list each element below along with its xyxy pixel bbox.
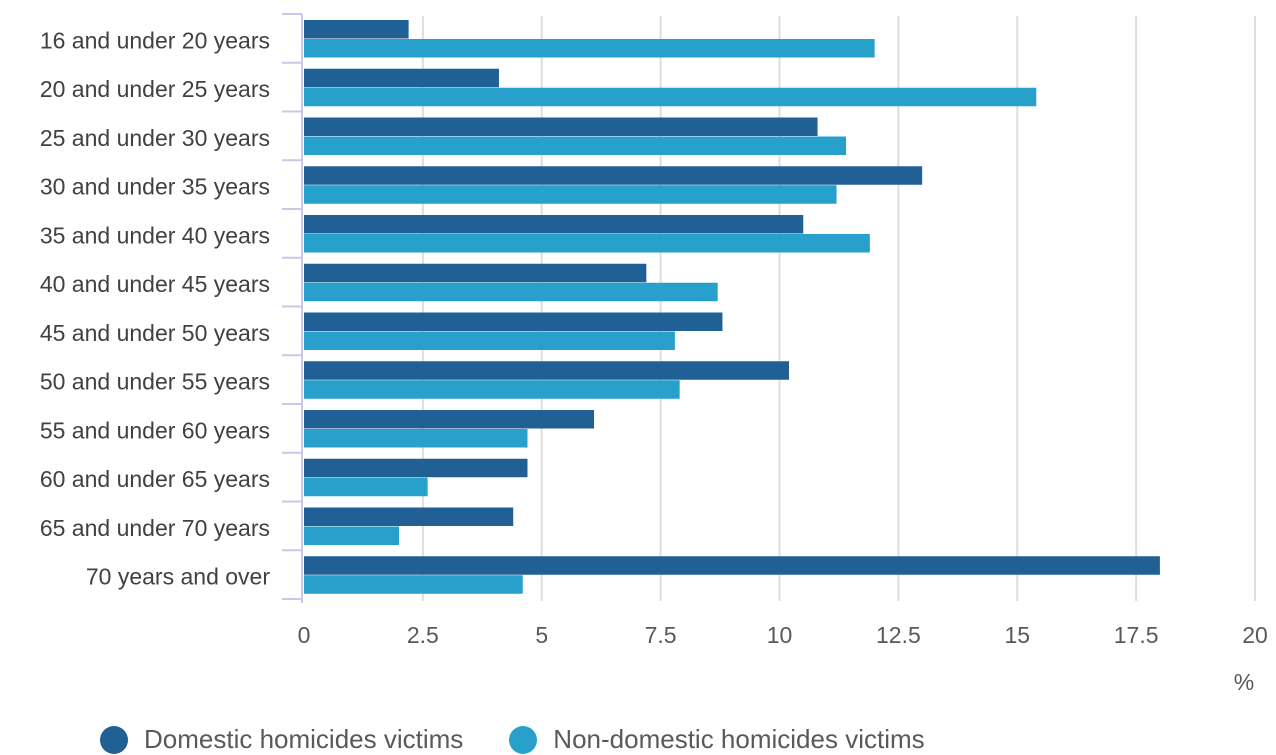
bar-domestic	[304, 556, 1160, 575]
bar-domestic	[304, 68, 499, 88]
bar-domestic	[304, 20, 409, 39]
bars	[304, 20, 1160, 594]
x-tick-label: 7.5	[645, 622, 677, 648]
category-labels: 16 and under 20 years 20 and under 25 yea…	[40, 27, 271, 589]
legend-label-non-domestic: Non-domestic homicides victims	[553, 724, 925, 754]
legend: Domestic homicides victims Non-domestic …	[100, 724, 925, 755]
x-tick-label: 2.5	[407, 622, 439, 648]
legend-swatch-non-domestic	[509, 725, 538, 754]
x-tick-label: 10	[767, 622, 793, 648]
x-tick-label: 0	[298, 622, 311, 648]
category-label: 20 and under 25 years	[40, 76, 270, 102]
x-tick-label: 5	[535, 622, 548, 648]
bar-domestic	[304, 410, 595, 429]
category-label: 30 and under 35 years	[40, 174, 270, 200]
bar-non-domestic	[304, 331, 675, 350]
category-label: 65 and under 70 years	[40, 515, 270, 541]
category-label: 50 and under 55 years	[40, 369, 270, 395]
bar-domestic	[304, 507, 514, 526]
bar-non-domestic	[304, 87, 1037, 107]
bar-domestic	[304, 263, 647, 283]
category-label: 60 and under 65 years	[40, 466, 270, 492]
legend-item-non-domestic: Non-domestic homicides victims	[509, 724, 925, 755]
bar-domestic	[304, 166, 923, 185]
legend-swatch-domestic	[100, 725, 128, 754]
bar-non-domestic	[304, 575, 523, 594]
category-label: 25 and under 30 years	[40, 125, 270, 151]
bar-domestic	[304, 117, 818, 136]
category-label: 35 and under 40 years	[40, 222, 270, 248]
bar-domestic	[304, 361, 790, 380]
category-label: 55 and under 60 years	[40, 417, 270, 443]
bar-non-domestic	[304, 429, 528, 448]
category-axis	[282, 13, 303, 603]
x-tick-label: 15	[1004, 622, 1030, 648]
x-unit-label: %	[1234, 669, 1254, 695]
x-tick-label: 17.5	[1114, 622, 1159, 648]
bar-non-domestic	[304, 136, 847, 155]
x-tick-label: 12.5	[876, 622, 921, 648]
bar-chart: 16 and under 20 years 20 and under 25 yea…	[40, 13, 1268, 695]
bar-non-domestic	[304, 282, 718, 302]
bar-non-domestic	[304, 477, 428, 497]
legend-item-domestic: Domestic homicides victims	[100, 724, 463, 755]
category-label: 40 and under 45 years	[40, 271, 270, 297]
category-label: 70 years and over	[86, 564, 270, 590]
legend-label-domestic: Domestic homicides victims	[144, 724, 464, 754]
x-tick-labels: 0 2.5 5 7.5 10 12.5 15 17.5 20	[298, 622, 1268, 648]
bar-domestic	[304, 215, 804, 234]
bar-non-domestic	[304, 526, 400, 545]
bar-non-domestic	[304, 39, 875, 58]
x-tick-label: 20	[1242, 622, 1268, 648]
bar-non-domestic	[304, 234, 870, 253]
bar-domestic	[304, 312, 723, 331]
bar-non-domestic	[304, 185, 837, 204]
category-label: 45 and under 50 years	[40, 320, 270, 346]
category-label: 16 and under 20 years	[40, 27, 270, 53]
bar-non-domestic	[304, 380, 680, 399]
gridlines	[421, 16, 1256, 601]
bar-domestic	[304, 458, 528, 478]
